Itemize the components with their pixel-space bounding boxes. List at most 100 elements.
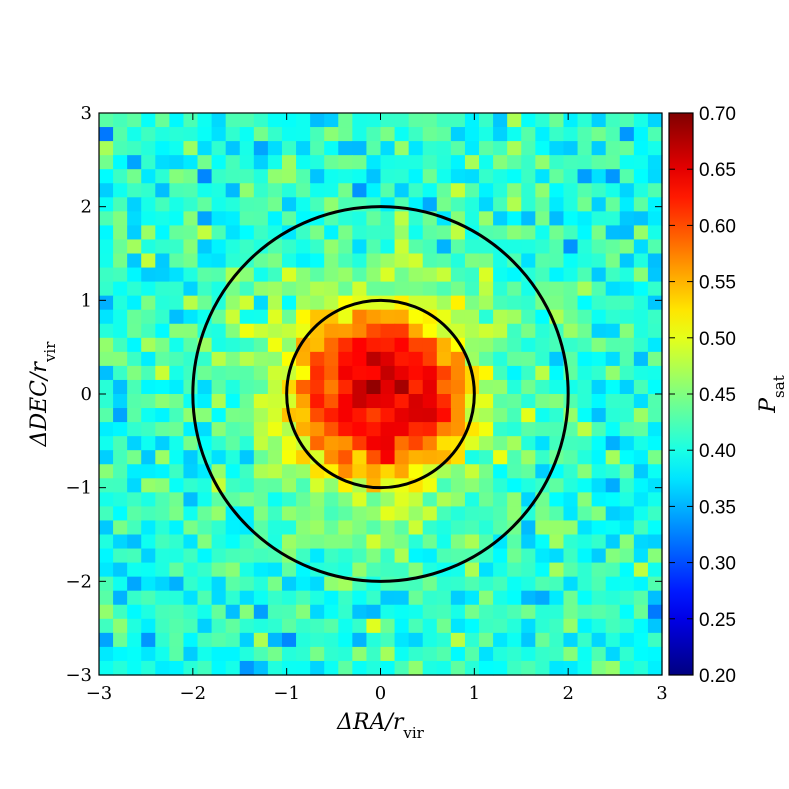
heatmap-cell xyxy=(464,281,480,297)
heatmap-cell xyxy=(267,337,283,353)
heatmap-cell xyxy=(507,660,522,676)
heatmap-cell xyxy=(141,323,156,339)
heatmap-cell xyxy=(450,197,466,212)
heatmap-cell xyxy=(183,169,199,184)
heatmap-cell xyxy=(436,365,452,381)
heatmap-cell xyxy=(324,253,339,269)
heatmap-cell xyxy=(479,141,494,156)
heatmap-cell xyxy=(422,155,438,170)
heatmap-cell xyxy=(577,576,593,592)
heatmap-cell xyxy=(225,379,241,395)
heatmap-cell xyxy=(239,127,255,142)
heatmap-cell xyxy=(281,660,297,676)
heatmap-cell xyxy=(197,520,213,536)
heatmap-cell xyxy=(436,492,452,507)
heatmap-cell xyxy=(113,365,128,381)
heatmap-cell xyxy=(605,436,621,451)
heatmap-cell xyxy=(366,590,382,606)
heatmap-cell xyxy=(127,408,142,423)
heatmap-cell xyxy=(380,604,396,620)
heatmap-cell xyxy=(310,576,325,592)
heatmap-cell xyxy=(422,436,438,451)
heatmap-cell xyxy=(253,590,269,606)
heatmap-cell xyxy=(464,520,480,536)
heatmap-cell xyxy=(422,618,438,634)
heatmap-cell xyxy=(563,127,579,142)
heatmap-cell xyxy=(225,422,241,437)
heatmap-cell xyxy=(535,225,550,241)
heatmap-cell xyxy=(436,281,452,297)
heatmap-cell xyxy=(577,127,593,142)
heatmap-cell xyxy=(267,618,283,634)
heatmap-cell xyxy=(521,155,536,170)
heatmap-cell xyxy=(324,379,339,395)
heatmap-cell xyxy=(211,351,227,367)
heatmap-cell xyxy=(394,548,410,564)
heatmap-cell xyxy=(141,604,156,620)
heatmap-cell xyxy=(183,632,199,648)
heatmap-cell xyxy=(113,590,128,606)
heatmap-cell xyxy=(408,211,424,226)
heatmap-cell xyxy=(267,576,283,592)
heatmap-cell xyxy=(310,534,325,550)
heatmap-cell xyxy=(380,520,396,536)
heatmap-cell xyxy=(366,379,382,395)
heatmap-cell xyxy=(366,436,382,451)
heatmap-cell xyxy=(633,379,649,395)
heatmap-cell xyxy=(422,253,438,269)
colorbar-tick-label: 0.55 xyxy=(699,273,736,294)
heatmap-cell xyxy=(577,309,593,325)
heatmap-cell xyxy=(380,590,396,606)
heatmap-cell xyxy=(380,169,396,184)
heatmap-cell xyxy=(225,365,241,381)
heatmap-cell xyxy=(549,408,565,423)
heatmap-cell xyxy=(225,660,241,676)
heatmap-cell xyxy=(479,436,494,451)
heatmap-cell xyxy=(352,436,368,451)
heatmap-cell xyxy=(422,351,438,367)
heatmap-cell xyxy=(155,534,170,550)
heatmap-cell xyxy=(324,506,339,522)
heatmap-cell xyxy=(183,562,199,578)
heatmap-cell xyxy=(352,379,368,395)
heatmap-cell xyxy=(99,422,114,437)
heatmap-cell xyxy=(239,646,255,662)
heatmap-cell xyxy=(493,590,508,606)
heatmap-cell xyxy=(380,239,396,255)
heatmap-cell xyxy=(338,379,353,395)
heatmap-cell xyxy=(155,478,170,493)
heatmap-cell xyxy=(521,394,536,409)
heatmap-cell xyxy=(408,576,424,592)
heatmap-cell xyxy=(127,492,142,507)
heatmap-cell xyxy=(380,436,396,451)
heatmap-cell xyxy=(366,323,382,339)
heatmap-cell xyxy=(549,365,565,381)
heatmap-cell xyxy=(563,197,579,212)
heatmap-cell xyxy=(577,464,593,479)
heatmap-cell xyxy=(479,660,494,676)
heatmap-cell xyxy=(253,618,269,634)
heatmap-cell xyxy=(211,113,227,128)
heatmap-cell xyxy=(310,239,325,255)
heatmap-cell xyxy=(169,604,185,620)
heatmap-cell xyxy=(479,309,494,325)
heatmap-cell xyxy=(197,281,213,297)
heatmap-cell xyxy=(113,113,128,128)
heatmap-cell xyxy=(155,351,170,367)
heatmap-cell xyxy=(113,281,128,297)
heatmap-cell xyxy=(479,478,494,493)
heatmap-cell xyxy=(211,197,227,212)
heatmap-cell xyxy=(366,422,382,437)
heatmap-cell xyxy=(563,436,579,451)
heatmap-cell xyxy=(605,632,621,648)
heatmap-cell xyxy=(296,295,311,311)
heatmap-cell xyxy=(577,351,593,367)
heatmap-cell xyxy=(507,155,522,170)
heatmap-cell xyxy=(127,127,142,142)
heatmap-cell xyxy=(577,323,593,339)
heatmap-cell xyxy=(436,618,452,634)
heatmap-cell xyxy=(464,253,480,269)
heatmap-cell xyxy=(563,281,579,297)
heatmap-cell xyxy=(436,478,452,493)
